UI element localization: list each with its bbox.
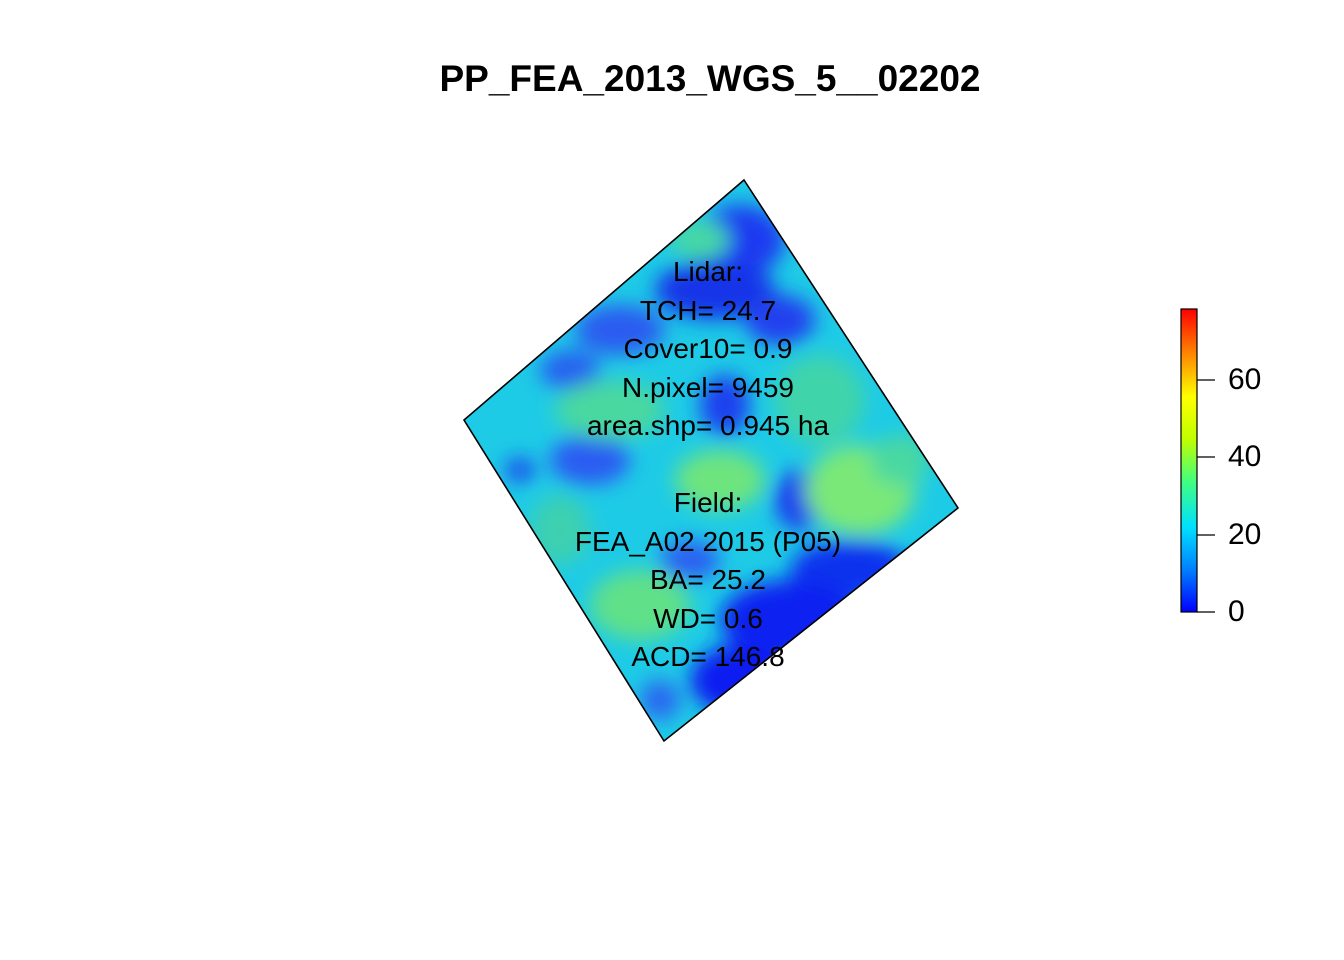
field-wd: WD= 0.6 <box>653 603 763 634</box>
legend-tick-label: 0 <box>1228 595 1245 628</box>
lidar-header: Lidar: <box>672 256 744 287</box>
lidar-area: area.shp= 0.945 ha <box>586 410 830 441</box>
lidar-tch: TCH= 24.7 <box>639 295 777 326</box>
color-bar <box>1180 308 1198 613</box>
field-header: Field: <box>673 487 743 518</box>
legend-tick-label: 40 <box>1228 440 1262 473</box>
plot-boundary <box>462 178 960 743</box>
page-title: PP_FEA_2013_WGS_5__02202 <box>439 58 981 99</box>
lidar-cover10: Cover10= 0.9 <box>623 333 793 364</box>
field-ba: BA= 25.2 <box>650 564 766 595</box>
legend-tick-label: 60 <box>1228 363 1262 396</box>
lidar-npixel: N.pixel= 9459 <box>621 372 794 403</box>
field-plot: FEA_A02 2015 (P05) <box>574 526 842 557</box>
legend-tick-label: 20 <box>1228 518 1262 551</box>
field-acd: ACD= 146.8 <box>631 641 785 672</box>
color-scale-legend <box>1180 308 1215 613</box>
